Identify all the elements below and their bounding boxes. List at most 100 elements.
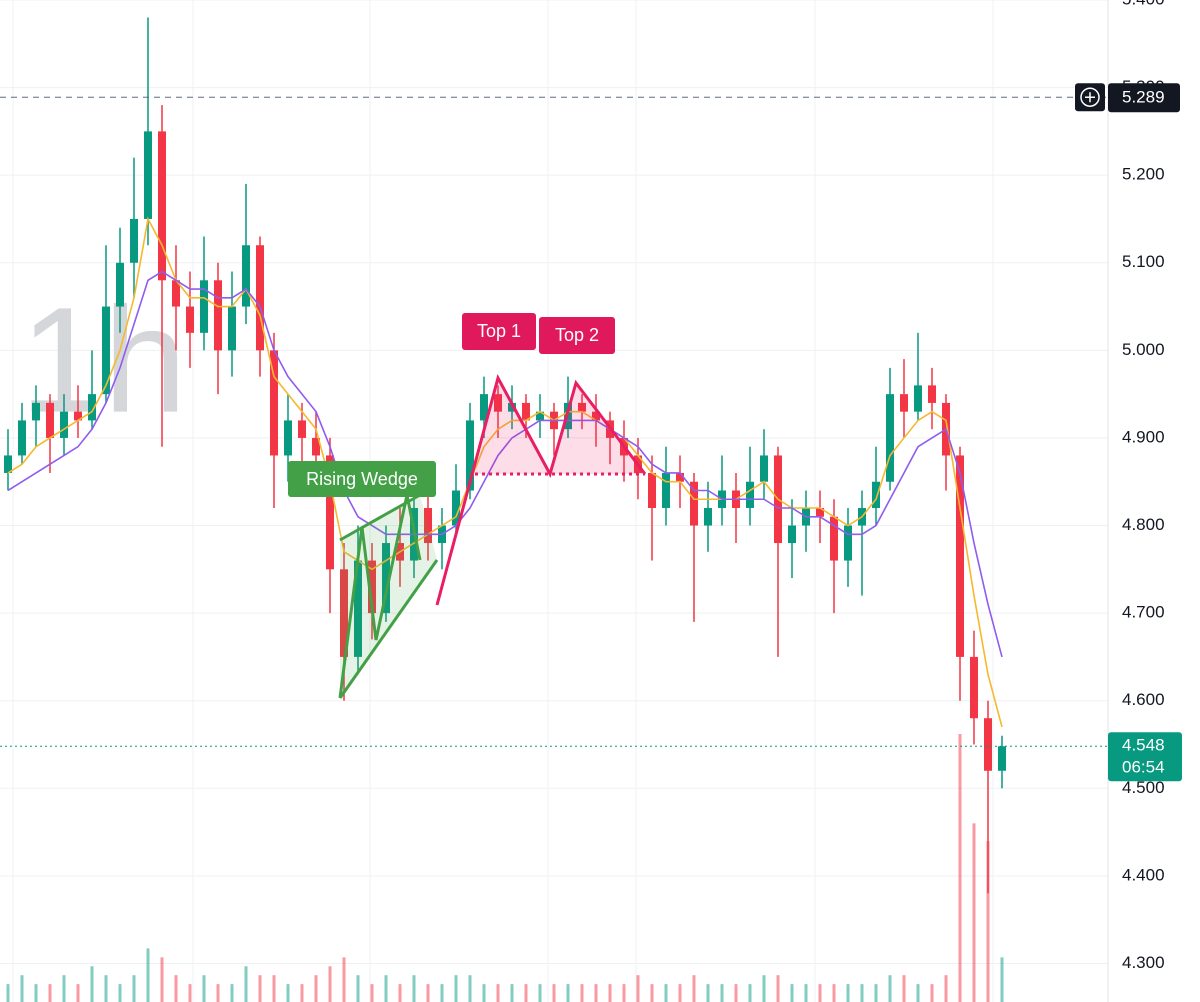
candle-body (508, 402, 516, 412)
volume-bar (594, 984, 598, 1002)
candle-body (592, 411, 600, 421)
volume-bar (454, 975, 458, 1002)
volume-bar (202, 975, 206, 1002)
volume-bar (426, 984, 430, 1002)
volume-bar (286, 984, 290, 1002)
candle-body (284, 420, 292, 456)
candle-body (270, 350, 278, 456)
candle-body (648, 472, 656, 509)
alert-label-box (1108, 83, 1180, 113)
volume-bar (608, 984, 612, 1002)
candle-body (536, 411, 544, 421)
candle-body (18, 420, 26, 456)
volume-bar (748, 984, 752, 1002)
candle-body (130, 218, 138, 263)
candle-body (928, 385, 936, 403)
plot (0, 17, 1108, 894)
volume-bar (846, 984, 850, 1002)
candle-body (872, 481, 880, 509)
candle-body (158, 131, 166, 281)
volume-bar (48, 984, 52, 1002)
volume-bar (370, 984, 374, 1002)
candle-body (60, 411, 68, 438)
volume-bar (636, 975, 640, 1002)
volume-bar (720, 984, 724, 1002)
y-tick-label: 5.100 (1122, 252, 1165, 271)
moving-average (7, 270, 1003, 658)
volume-bar (510, 984, 514, 1002)
candle-body (452, 490, 460, 526)
candle-body (326, 455, 334, 570)
volume-bar (930, 984, 934, 1002)
alert-label: 5.289 (1122, 88, 1165, 107)
volume-bar (902, 975, 906, 1002)
candle-body (494, 394, 502, 412)
candle-body (382, 543, 390, 614)
volume-bar (216, 984, 220, 1002)
volume-bar (706, 984, 710, 1002)
wedge-line (338, 559, 439, 699)
double-top-fill (475, 378, 645, 474)
volume-bar (832, 984, 836, 1002)
candle-body (186, 306, 194, 333)
volume-bar (62, 975, 66, 1002)
candle-body (704, 508, 712, 526)
candle-body (522, 402, 530, 421)
volume-bar (986, 841, 990, 1002)
candle-body (746, 481, 754, 509)
volume-bar (118, 984, 122, 1002)
y-tick-label: 4.900 (1122, 427, 1165, 446)
volume-bar (468, 975, 472, 1002)
candle-body (676, 472, 684, 482)
candle-body (970, 656, 978, 719)
volume-bar (244, 966, 248, 1002)
volume-bar (188, 984, 192, 1002)
candle-body (88, 394, 96, 421)
label-box (539, 317, 615, 354)
volume (6, 734, 1004, 1002)
volume-bar (440, 984, 444, 1002)
candle-body (256, 245, 264, 351)
candle-body (172, 280, 180, 307)
candle-body (788, 525, 796, 544)
grid (0, 0, 1108, 1002)
volume-bar (538, 984, 542, 1002)
y-tick-label: 4.600 (1122, 690, 1165, 709)
volume-bar (272, 975, 276, 1002)
volume-bar (860, 984, 864, 1002)
volume-bar (300, 984, 304, 1002)
annotation: Top 2 (555, 325, 599, 345)
y-tick-label: 4.700 (1122, 603, 1165, 622)
volume-bar (958, 734, 962, 1002)
candle-body (298, 420, 306, 438)
candle-body (368, 560, 376, 614)
volume-bar (678, 984, 682, 1002)
y-tick-label: 5.200 (1122, 165, 1165, 184)
volume-bar (916, 984, 920, 1002)
label-box (288, 461, 436, 497)
candle-body (690, 481, 698, 526)
volume-bar (790, 984, 794, 1002)
y-tick-label: 5.400 (1122, 0, 1165, 8)
candle-body (214, 280, 222, 351)
candle-body (102, 306, 110, 395)
label-box (462, 313, 536, 350)
last-price-box (1108, 732, 1182, 782)
volume-bar (174, 975, 178, 1002)
candle-body (984, 718, 992, 771)
volume-bar (258, 975, 262, 1002)
candle-body (144, 131, 152, 219)
candle-body (116, 262, 124, 307)
moving-average (7, 216, 1003, 728)
candle-body (466, 420, 474, 491)
candle-body (228, 306, 236, 351)
candle-body (242, 245, 250, 307)
candle-body (830, 516, 838, 561)
volume-bar (566, 984, 570, 1002)
drawings: Rising Wedge Top 1 Top 2 (288, 313, 647, 699)
y-tick-label: 4.800 (1122, 515, 1165, 534)
candle-body (900, 394, 908, 412)
volume-bar (776, 975, 780, 1002)
